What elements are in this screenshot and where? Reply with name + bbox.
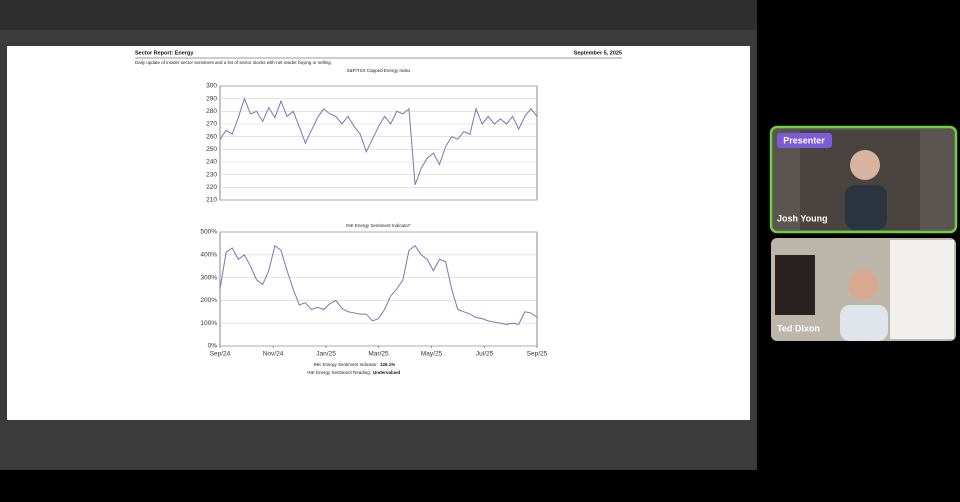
y-tick-label: 200% [200,297,217,304]
doc-subtitle: Daily update of insider sector sentiment… [135,60,332,65]
participant-name: Josh Young [777,213,828,223]
person [850,150,880,180]
y-tick-label: 270 [206,121,217,128]
top-bar [0,0,757,30]
x-tick-label: May/25 [421,351,443,358]
chart-title: INK Energy Sentiment Indicator* [346,223,411,228]
plot-area [219,85,538,201]
y-tick-label: 100% [200,320,217,327]
y-tick-label: 220 [206,184,217,191]
participant-name: Ted Dixon [777,323,820,333]
x-tick-label: Sep/25 [527,351,548,358]
x-tick-label: Sep/24 [210,351,231,358]
plot-area [219,231,538,347]
video-background [890,240,954,339]
doc-date: September 5, 2025 [574,50,622,56]
y-tick-label: 300% [200,274,217,281]
y-tick-label: 260 [206,133,217,140]
y-tick-label: 400% [200,252,217,259]
person [848,270,878,300]
x-tick-label: Jan/25 [316,351,336,358]
reading-label: INK Energy Sentiment Reading: [307,370,371,375]
y-tick-label: 210 [206,197,217,204]
indicator-value: 126.1% [380,362,395,367]
presenter-badge [777,133,832,148]
data-line [219,97,538,185]
presenter-badge-text: Presenter [783,135,825,145]
person [845,185,887,230]
y-tick-label: 290 [206,95,217,102]
y-tick-label: 300 [206,83,217,90]
person [840,305,888,341]
video-background [775,255,815,315]
chart-title: S&P/TSX Capped Energy Index [347,68,412,73]
x-tick-label: Nov/24 [263,351,284,358]
doc-title: Sector Report: Energy [135,50,194,56]
y-tick-label: 250 [206,146,217,153]
y-tick-label: 240 [206,159,217,166]
data-line [219,244,538,325]
reading-value: Undervalued [373,370,401,375]
indicator-label: INK Energy Sentiment Indicator: [314,362,378,367]
y-tick-label: 0% [208,343,218,350]
y-tick-label: 280 [206,108,217,115]
y-tick-label: 230 [206,171,217,178]
x-tick-label: Jul/25 [476,351,494,358]
x-tick-label: Mar/25 [368,351,389,358]
y-tick-label: 500% [200,229,217,236]
